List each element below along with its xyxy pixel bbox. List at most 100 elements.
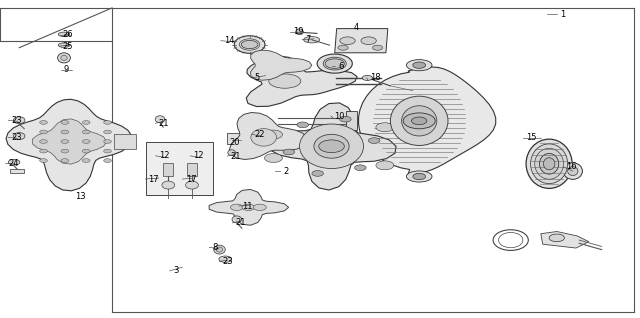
Text: 14: 14 bbox=[224, 36, 234, 45]
Circle shape bbox=[319, 140, 344, 153]
Circle shape bbox=[230, 204, 243, 211]
Ellipse shape bbox=[58, 53, 70, 63]
Bar bbox=[146, 142, 213, 195]
Text: 22: 22 bbox=[255, 130, 265, 139]
Circle shape bbox=[376, 123, 394, 132]
Text: 23: 23 bbox=[223, 257, 234, 266]
Ellipse shape bbox=[314, 134, 349, 158]
Circle shape bbox=[413, 173, 426, 180]
Text: 24: 24 bbox=[8, 159, 19, 168]
Text: 13: 13 bbox=[76, 192, 86, 201]
Ellipse shape bbox=[58, 32, 70, 37]
Ellipse shape bbox=[13, 117, 25, 124]
Ellipse shape bbox=[269, 74, 301, 88]
Circle shape bbox=[412, 117, 427, 125]
Text: 19: 19 bbox=[293, 27, 303, 36]
Ellipse shape bbox=[58, 43, 70, 47]
Text: 21: 21 bbox=[230, 152, 241, 161]
Text: 6: 6 bbox=[338, 62, 343, 71]
Text: 11: 11 bbox=[242, 202, 252, 211]
Circle shape bbox=[340, 37, 355, 45]
Ellipse shape bbox=[61, 55, 67, 60]
Ellipse shape bbox=[323, 57, 346, 70]
Bar bbox=[346, 111, 357, 130]
Text: 9: 9 bbox=[64, 66, 69, 74]
Text: 23: 23 bbox=[12, 116, 22, 125]
Circle shape bbox=[372, 45, 383, 50]
Circle shape bbox=[403, 113, 435, 129]
Ellipse shape bbox=[563, 163, 582, 179]
Ellipse shape bbox=[216, 247, 223, 252]
Bar bbox=[114, 134, 136, 149]
Text: 21: 21 bbox=[236, 218, 246, 227]
Text: 3: 3 bbox=[173, 266, 178, 275]
Ellipse shape bbox=[535, 148, 564, 179]
Circle shape bbox=[361, 37, 376, 45]
Text: 23: 23 bbox=[12, 133, 22, 142]
Ellipse shape bbox=[251, 128, 276, 146]
Text: 26: 26 bbox=[63, 31, 74, 39]
Ellipse shape bbox=[8, 159, 20, 165]
Circle shape bbox=[40, 130, 47, 134]
Circle shape bbox=[40, 149, 47, 153]
Ellipse shape bbox=[296, 29, 303, 35]
Ellipse shape bbox=[186, 181, 198, 189]
Text: 17: 17 bbox=[148, 175, 159, 183]
Circle shape bbox=[253, 204, 266, 211]
Polygon shape bbox=[541, 232, 589, 248]
Ellipse shape bbox=[317, 54, 353, 73]
Circle shape bbox=[312, 170, 323, 176]
Circle shape bbox=[83, 159, 90, 162]
Text: 15: 15 bbox=[526, 133, 536, 142]
Circle shape bbox=[104, 130, 111, 134]
Text: 17: 17 bbox=[186, 175, 196, 183]
Circle shape bbox=[104, 149, 111, 153]
Circle shape bbox=[104, 121, 111, 124]
Circle shape bbox=[376, 161, 394, 170]
Text: 8: 8 bbox=[212, 243, 218, 252]
Polygon shape bbox=[266, 103, 396, 190]
Circle shape bbox=[104, 159, 111, 162]
Circle shape bbox=[283, 149, 294, 155]
Polygon shape bbox=[335, 29, 388, 53]
Ellipse shape bbox=[406, 171, 432, 182]
Text: 21: 21 bbox=[159, 119, 169, 128]
Polygon shape bbox=[251, 50, 312, 80]
Circle shape bbox=[355, 165, 366, 170]
Ellipse shape bbox=[13, 133, 25, 140]
Circle shape bbox=[83, 140, 90, 143]
Polygon shape bbox=[6, 99, 132, 191]
Ellipse shape bbox=[390, 96, 448, 146]
Circle shape bbox=[413, 62, 426, 68]
Text: 1: 1 bbox=[560, 10, 565, 19]
Circle shape bbox=[40, 140, 47, 143]
Circle shape bbox=[325, 59, 344, 68]
Circle shape bbox=[83, 149, 90, 153]
Ellipse shape bbox=[228, 150, 236, 156]
Text: 25: 25 bbox=[63, 42, 73, 51]
Text: 12: 12 bbox=[159, 151, 169, 160]
Circle shape bbox=[369, 138, 380, 143]
Text: 5: 5 bbox=[255, 73, 260, 82]
Ellipse shape bbox=[406, 60, 432, 71]
Ellipse shape bbox=[214, 245, 225, 254]
Ellipse shape bbox=[162, 181, 175, 189]
Ellipse shape bbox=[540, 153, 559, 174]
Circle shape bbox=[61, 140, 68, 143]
Bar bbox=[227, 133, 245, 144]
Ellipse shape bbox=[300, 124, 364, 169]
Circle shape bbox=[297, 122, 308, 128]
Ellipse shape bbox=[232, 216, 242, 223]
Ellipse shape bbox=[234, 36, 265, 53]
Circle shape bbox=[61, 159, 68, 162]
Ellipse shape bbox=[531, 144, 568, 184]
Circle shape bbox=[549, 234, 564, 242]
Ellipse shape bbox=[269, 58, 288, 66]
Bar bbox=[10, 169, 24, 173]
Polygon shape bbox=[229, 113, 308, 159]
Text: 7: 7 bbox=[305, 35, 310, 44]
Circle shape bbox=[340, 116, 351, 122]
Ellipse shape bbox=[568, 167, 578, 176]
Ellipse shape bbox=[526, 139, 572, 188]
Polygon shape bbox=[209, 190, 289, 225]
